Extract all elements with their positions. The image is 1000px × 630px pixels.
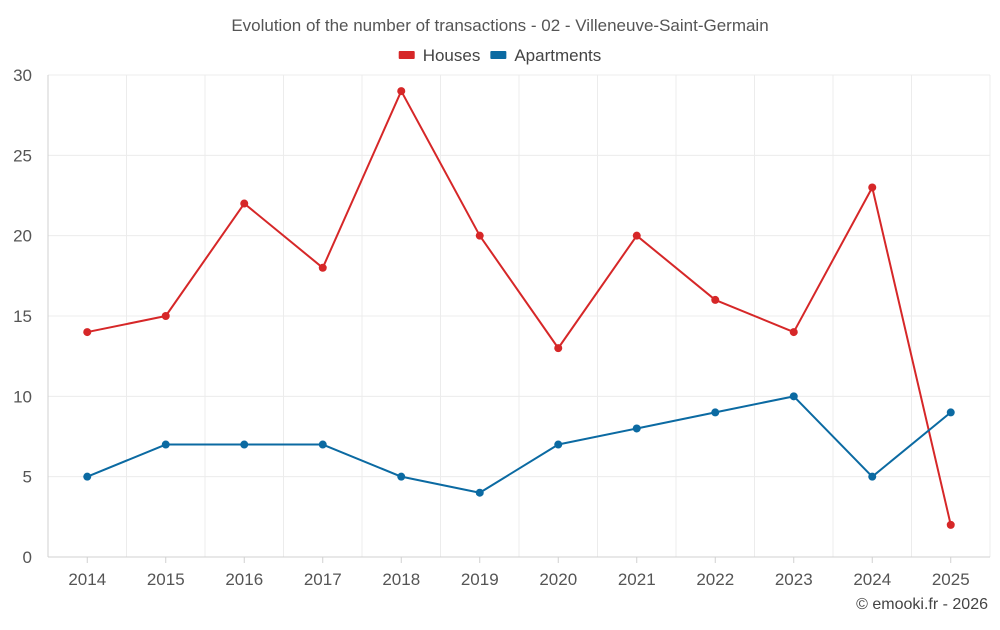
y-tick-label: 20 — [13, 227, 32, 246]
y-tick-label: 25 — [13, 146, 32, 165]
houses-point[interactable] — [318, 263, 327, 272]
legend-item-houses[interactable]: Houses — [398, 46, 481, 65]
houses-point[interactable] — [554, 344, 563, 353]
x-tick-label: 2017 — [304, 570, 342, 589]
grid — [47, 74, 991, 557]
x-tick-label: 2024 — [853, 570, 891, 589]
houses-point[interactable] — [632, 231, 641, 240]
houses-point[interactable] — [868, 183, 877, 192]
apartments-point[interactable] — [240, 440, 249, 449]
x-axis-ticks: 2014 2015 2016 2017 2018 2019 2020 2021 2022 2023… — [68, 557, 970, 589]
series-layer — [83, 87, 955, 529]
y-tick-label: 30 — [13, 66, 32, 85]
apartments-point[interactable] — [161, 440, 170, 449]
houses-point[interactable] — [397, 87, 406, 96]
y-tick-label: 15 — [13, 307, 32, 326]
x-tick-label: 2015 — [147, 570, 185, 589]
x-tick-label: 2018 — [382, 570, 420, 589]
series-apartments — [83, 392, 955, 497]
x-tick-label: 2025 — [932, 570, 970, 589]
credit-text: © emooki.fr - 2026 — [856, 596, 988, 613]
y-tick-label: 0 — [23, 548, 32, 567]
houses-point[interactable] — [161, 312, 170, 320]
houses-point[interactable] — [789, 328, 798, 337]
legend-swatch — [490, 51, 507, 59]
y-axis-ticks: 0 5 10 15 20 25 30 — [13, 66, 32, 567]
apartments-point[interactable] — [397, 472, 406, 481]
houses-point[interactable] — [240, 199, 249, 208]
houses-line — [87, 90, 952, 526]
legend-label: Houses — [423, 46, 481, 65]
apartments-point[interactable] — [711, 408, 720, 417]
houses-point[interactable] — [946, 520, 955, 529]
y-tick-label: 10 — [13, 387, 32, 406]
apartments-point[interactable] — [946, 408, 955, 417]
apartments-point[interactable] — [318, 440, 327, 449]
houses-point[interactable] — [711, 295, 720, 304]
houses-point[interactable] — [83, 328, 92, 337]
houses-point[interactable] — [475, 231, 484, 240]
legend: Houses Apartments — [398, 46, 601, 65]
apartments-point[interactable] — [868, 472, 877, 481]
x-tick-label: 2023 — [775, 570, 813, 589]
x-tick-label: 2020 — [539, 570, 577, 589]
apartments-point[interactable] — [632, 424, 641, 433]
axes — [47, 75, 990, 558]
apartments-point[interactable] — [475, 488, 484, 497]
apartments-point[interactable] — [554, 440, 563, 449]
x-tick-label: 2016 — [225, 570, 263, 589]
x-tick-label: 2019 — [461, 570, 499, 589]
x-tick-label: 2014 — [68, 570, 106, 589]
legend-item-apartments[interactable]: Apartments — [490, 46, 601, 65]
legend-label: Apartments — [514, 46, 601, 65]
series-houses — [83, 87, 955, 529]
apartments-point[interactable] — [83, 472, 92, 481]
legend-swatch — [398, 51, 415, 59]
chart-title: Evolution of the number of transactions … — [231, 16, 768, 35]
y-tick-label: 5 — [23, 468, 32, 487]
apartments-line — [86, 395, 952, 494]
x-tick-label: 2022 — [696, 570, 734, 589]
x-tick-label: 2021 — [618, 570, 656, 589]
apartments-point[interactable] — [789, 392, 798, 401]
